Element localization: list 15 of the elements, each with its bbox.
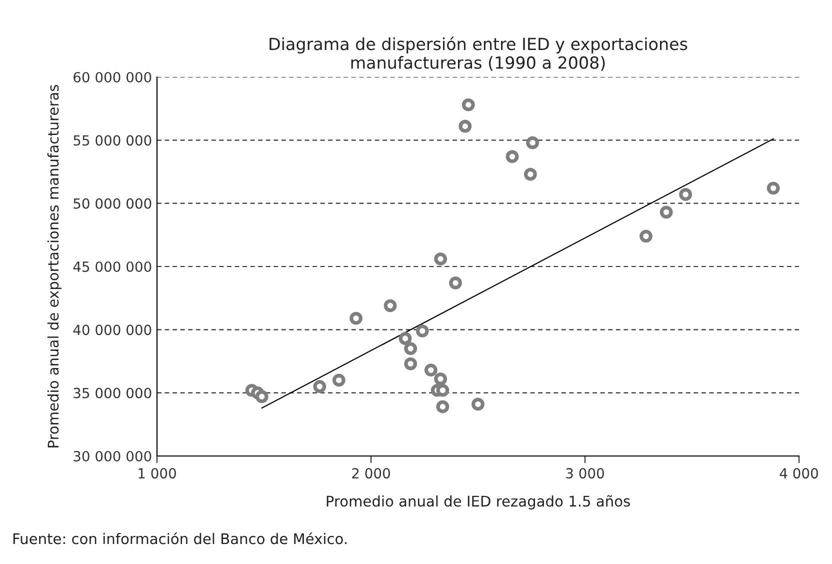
y-axis-title: Promedio anual de exportaciones manufactureras [47, 84, 62, 448]
x-tick-label: 3 000 [566, 468, 604, 479]
y-tick-label: 55 000 000 [74, 135, 152, 146]
x-tick-label: 2 000 [352, 468, 390, 479]
chart-title: Diagrama de dispersión entre IED y exportaciones manufactureras (1990 a 2008) [270, 36, 688, 71]
y-tick-label: 60 000 000 [74, 72, 152, 82]
y-tick-label: 30 000 000 [74, 450, 152, 462]
y-tick-label: 40 000 000 [73, 324, 152, 336]
y-tick-label: 35 000 000 [74, 388, 152, 398]
x-tick-label: 1 000 [138, 468, 176, 479]
y-tick-label: 50 000 000 [74, 198, 152, 209]
y-tick-label: 45 000 000 [73, 261, 152, 272]
x-tick-label: 4 000 [780, 468, 818, 479]
x-axis-title: Promedio anual de IED rezagado 1.5 años [326, 495, 630, 510]
source-note: Fuente: con información del Banco de México. [13, 532, 346, 544]
